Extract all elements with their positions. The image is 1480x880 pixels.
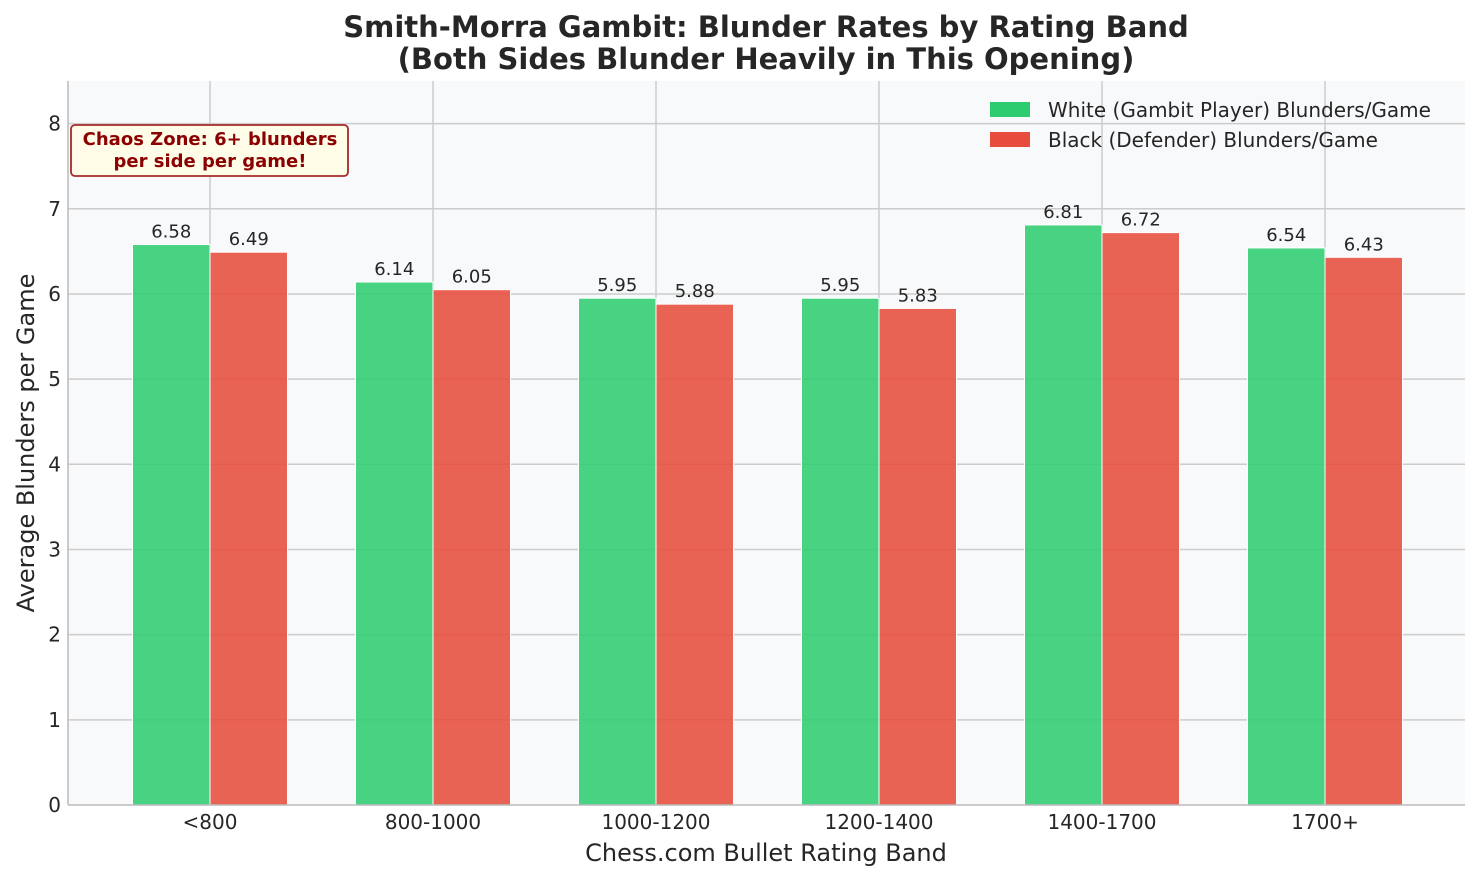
y-tick-label: 1	[48, 708, 61, 732]
annotation-box: Chaos Zone: 6+ blunders per side per gam…	[70, 124, 349, 177]
bar-value-label: 6.54	[1266, 225, 1306, 246]
plot-area	[68, 81, 1465, 805]
bar-value-label: 6.72	[1121, 210, 1161, 231]
bar-black	[1324, 256, 1403, 806]
y-tick-label: 3	[48, 537, 61, 561]
bar-white	[355, 281, 434, 806]
y-tick-label: 4	[48, 452, 61, 476]
x-tick-labels: <800 800-1000 1000-1200 1200-1400 1400-1700 1…	[183, 810, 1359, 834]
y-axis-label: Average Blunders per Game	[12, 274, 40, 613]
bar-value-label: 6.05	[452, 267, 492, 288]
y-tick-labels: 0 1 2 3 4 5 6 7 8	[48, 112, 61, 817]
annotation-background	[70, 124, 349, 177]
bar-value-label: 5.95	[597, 275, 637, 296]
y-tick-label: 0	[48, 793, 61, 817]
bar-value-label: 6.14	[374, 259, 414, 280]
bar-black	[209, 251, 288, 806]
bar-black	[655, 303, 734, 806]
chart-subtitle: (Both Sides Blunder Heavily in This Open…	[398, 42, 1135, 76]
annotation-line-2: per side per game!	[114, 151, 307, 172]
x-tick-label: 1200-1400	[824, 810, 933, 834]
bar-white	[801, 297, 880, 806]
bars	[132, 224, 1403, 806]
bar-white	[1024, 224, 1103, 806]
bar-black	[878, 307, 957, 806]
bar-white	[132, 244, 211, 806]
legend-swatch-black	[990, 132, 1030, 147]
bar-white	[1247, 247, 1326, 806]
y-tick-label: 7	[48, 197, 61, 221]
bar-value-label: 6.81	[1043, 202, 1083, 223]
bar-value-label: 5.95	[820, 275, 860, 296]
chart-title: Smith-Morra Gambit: Blunder Rates by Rat…	[343, 10, 1188, 44]
legend-label-white: White (Gambit Player) Blunders/Game	[1048, 98, 1431, 122]
y-tick-label: 2	[48, 623, 61, 647]
bar-value-label: 5.88	[675, 281, 715, 302]
value-labels: 6.58 6.49 6.14 6.05 5.95 5.88 5.95 5.83 6.81 6.72…	[151, 202, 1384, 306]
bar-black	[1101, 232, 1180, 806]
y-tick-label: 5	[48, 367, 61, 391]
x-tick-label: 800-1000	[385, 810, 481, 834]
x-tick-label: 1400-1700	[1047, 810, 1156, 834]
bar-black	[432, 289, 511, 806]
x-tick-label: <800	[183, 810, 238, 834]
legend-label-black: Black (Defender) Blunders/Game	[1048, 128, 1378, 152]
x-tick-label: 1000-1200	[601, 810, 710, 834]
bar-white	[578, 297, 657, 806]
bar-value-label: 6.58	[151, 222, 191, 243]
bar-value-label: 6.49	[229, 229, 269, 250]
x-axis-label: Chess.com Bullet Rating Band	[585, 839, 947, 867]
bar-value-label: 6.43	[1344, 234, 1384, 255]
x-tick-label: 1700+	[1291, 810, 1359, 834]
y-tick-label: 8	[48, 112, 61, 136]
legend: White (Gambit Player) Blunders/Game Blac…	[990, 98, 1431, 152]
legend-swatch-white	[990, 102, 1030, 117]
y-tick-label: 6	[48, 282, 61, 306]
annotation-line-1: Chaos Zone: 6+ blunders	[83, 129, 338, 150]
bar-value-label: 5.83	[898, 285, 938, 306]
